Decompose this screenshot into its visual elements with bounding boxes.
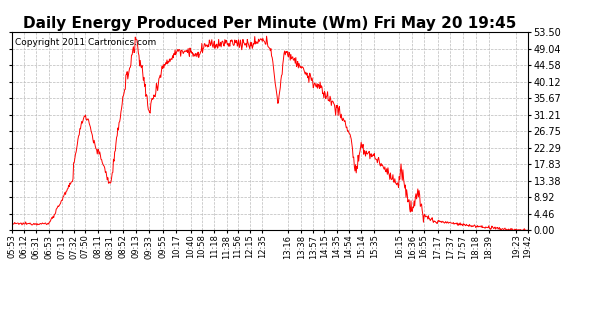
Title: Daily Energy Produced Per Minute (Wm) Fri May 20 19:45: Daily Energy Produced Per Minute (Wm) Fr… xyxy=(23,16,517,31)
Text: Copyright 2011 Cartronics.com: Copyright 2011 Cartronics.com xyxy=(14,38,156,47)
